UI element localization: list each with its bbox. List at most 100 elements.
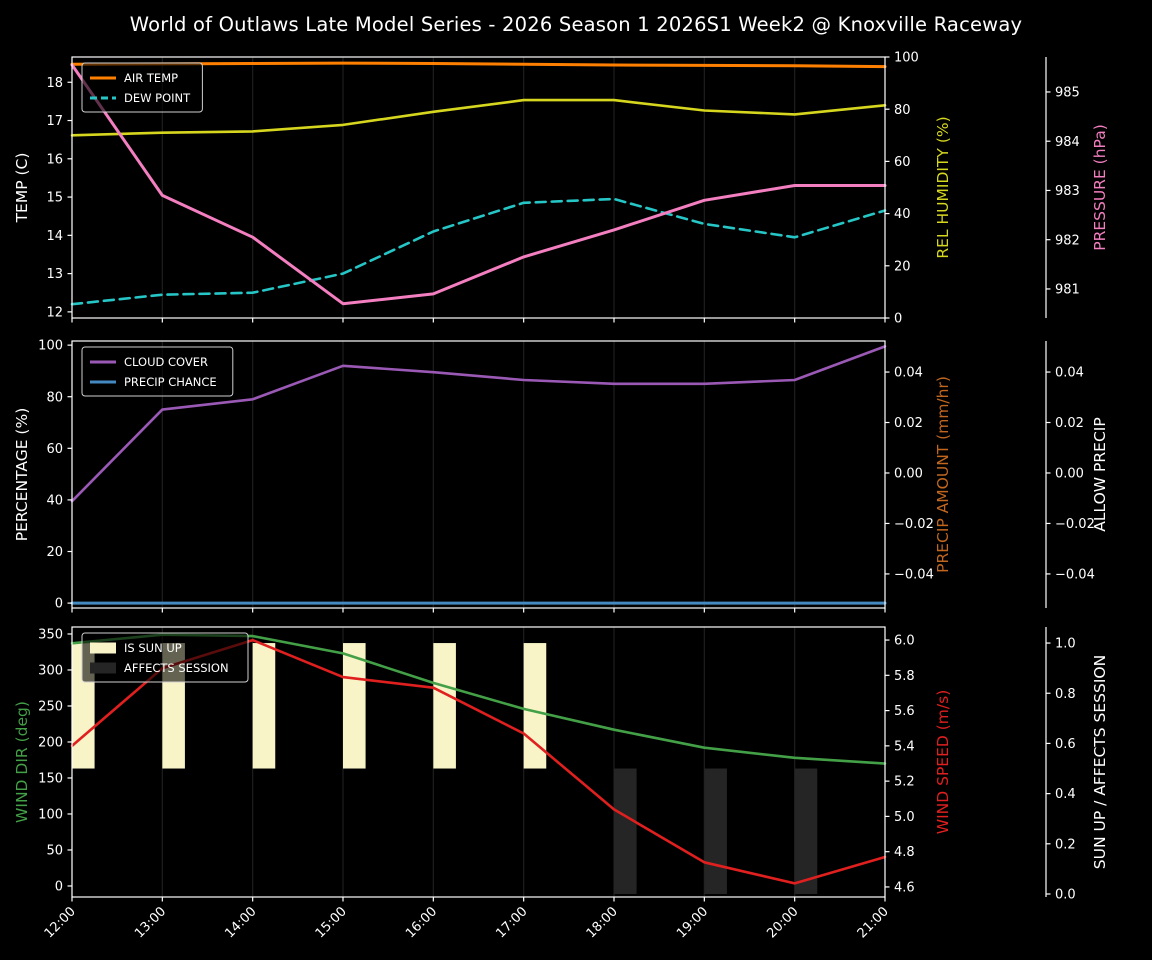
affects-session-bar [794,768,818,894]
dew-point-legend-label: DEW POINT [124,91,191,105]
precip-amount-mm-hr--axis-label: PRECIP AMOUNT (mm/hr) [934,376,952,573]
right-outer-tick-label: 0.02 [1055,416,1084,431]
right-outer-tick-label: 0.6 [1055,737,1076,752]
left-tick-label: 300 [38,664,63,679]
left-tick-label: 15 [46,191,63,206]
right-inner-tick-label: 5.4 [894,739,915,754]
x-tick-label: 20:00 [764,904,801,941]
right-inner-tick-label: 5.0 [894,810,915,825]
right-outer-tick-label: 984 [1055,135,1080,150]
wind-dir-deg--axis-label: WIND DIR (deg) [13,701,31,823]
rel-humidity-line [70,98,887,137]
right-outer-tick-label: 1.0 [1055,637,1076,652]
x-tick-label: 12:00 [42,904,79,941]
wind-speed-m-s--axis-label: WIND SPEED (m/s) [934,690,952,834]
cloud-cover-line [70,345,887,503]
right-inner-tick-label: 5.6 [894,704,915,719]
subplot-3: 12:00 13:00 14:00 15:00 16:00 17:00 18:00 19:00… [13,626,1109,941]
left-tick-label: 60 [46,442,63,457]
right-inner-tick-label: 5.2 [894,775,915,790]
allow-precip-axis-label: ALLOW PRECIP [1091,417,1109,531]
right-inner-tick-label: 20 [894,259,911,274]
affects-session-bar [704,768,727,894]
affects-session-legend-label: AFFECTS SESSION [124,661,229,675]
affects-session-legend-swatch [90,662,116,674]
pressure-hpa--axis-label: PRESSURE (hPa) [1091,124,1109,251]
right-inner-tick-label: 5.8 [894,669,915,684]
left-tick-label: 100 [38,339,63,354]
figure-title: World of Outlaws Late Model Series - 202… [129,13,1023,36]
x-tick-label: 19:00 [674,904,711,941]
x-tick-label: 16:00 [403,904,440,941]
air-temp-line [70,61,887,69]
right-inner-tick-label: 0.00 [894,467,923,482]
right-inner-tick-label: 4.6 [894,880,915,895]
x-tick-label: 13:00 [132,904,169,941]
x-tick-label: 14:00 [222,904,259,941]
left-tick-label: 13 [46,267,63,282]
right-outer-tick-label: 0.8 [1055,687,1076,702]
right-inner-tick-label: −0.04 [894,567,934,582]
legend-box [81,62,203,113]
right-inner-tick-label: 40 [894,207,911,222]
legend: AIR TEMP DEW POINT [81,62,203,113]
left-tick-label: 50 [46,844,63,859]
right-outer-tick-label: 983 [1055,184,1080,199]
dew-point-line [70,197,887,306]
subplot-2: 0 20 40 60 80 100 PERCENTAGE (%) −0.04 −0.02 0.00… [13,339,1109,613]
pressure-line [70,63,887,306]
left-tick-label: 17 [46,114,63,129]
sun-up-affects-session-axis-label: SUN UP / AFFECTS SESSION [1091,655,1109,869]
legend-box [81,346,234,397]
right-outer-tick-label: 985 [1055,86,1080,101]
percentage--axis-label: PERCENTAGE (%) [13,408,31,542]
right-outer-tick-label: 0.04 [1055,366,1084,381]
right-inner-tick-label: 80 [894,103,911,118]
plot-border [71,56,886,319]
right-inner-tick-label: 60 [894,155,911,170]
left-tick-label: 40 [46,493,63,508]
right-outer-tick-label: 981 [1055,282,1080,297]
rel-humidity--axis-label: REL HUMIDITY (%) [934,116,952,258]
affects-session-bar [614,768,637,894]
is-sun-up-legend-label: IS SUN UP [124,641,182,655]
left-tick-label: 0 [55,597,63,612]
right-outer-tick-label: 0.00 [1055,467,1084,482]
subplot-1: 12 13 14 15 16 17 18 TEMP (C) 0 20 40 60 80 100 REL HU… [13,51,1109,327]
right-inner-tick-label: 4.8 [894,845,915,860]
left-tick-label: 350 [38,628,63,643]
legend: CLOUD COVER PRECIP CHANCE [81,346,234,397]
x-tick-label: 15:00 [313,904,350,941]
left-tick-label: 20 [46,545,63,560]
left-tick-label: 200 [38,736,63,751]
left-tick-label: 0 [55,880,63,895]
right-inner-tick-label: 6.0 [894,634,915,649]
is-sun-up-bar [343,643,366,769]
left-tick-label: 18 [46,76,63,91]
right-outer-tick-label: 0.0 [1055,888,1076,903]
cloud-cover-legend-label: CLOUD COVER [124,355,208,369]
plot-border [71,626,886,898]
right-inner-tick-label: 0.04 [894,366,923,381]
right-inner-tick-label: 100 [894,51,919,66]
left-tick-label: 250 [38,700,63,715]
right-outer-tick-label: 982 [1055,233,1080,248]
left-tick-label: 100 [38,808,63,823]
temp-c--axis-label: TEMP (C) [13,153,31,224]
legend-box [81,632,249,683]
x-tick-label: 17:00 [493,904,530,941]
left-tick-label: 150 [38,772,63,787]
x-tick-label: 18:00 [584,904,621,941]
left-tick-label: 16 [46,152,63,167]
left-tick-label: 14 [46,229,63,244]
plot-border [71,340,886,609]
right-inner-tick-label: 0 [894,312,902,327]
air-temp-legend-label: AIR TEMP [124,71,178,85]
x-tick-label: 21:00 [855,904,892,941]
precip-chance-legend-label: PRECIP CHANCE [124,375,217,389]
right-inner-tick-label: −0.02 [894,517,934,532]
left-tick-label: 80 [46,390,63,405]
right-outer-tick-label: −0.02 [1055,517,1095,532]
